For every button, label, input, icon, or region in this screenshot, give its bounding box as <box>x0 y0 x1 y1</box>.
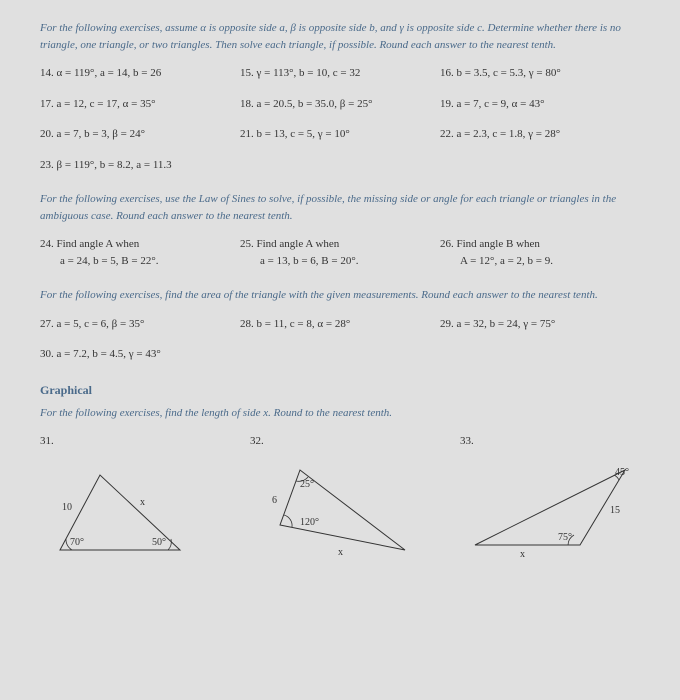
label-bottom-side: x <box>520 549 525 560</box>
exercise-num: 24. <box>40 238 54 250</box>
exercise-text: b = 3.5, c = 5.3, γ = 80° <box>457 67 561 79</box>
exercise-text: α = 119°, a = 14, b = 26 <box>57 67 162 79</box>
exercise-item: 23. β = 119°, b = 8.2, a = 11.3 <box>40 157 640 174</box>
exercise-row: 23. β = 119°, b = 8.2, a = 11.3 <box>40 157 640 174</box>
exercise-text: a = 2.3, c = 1.8, γ = 28° <box>457 128 561 140</box>
exercise-text: b = 13, c = 5, γ = 10° <box>257 128 350 140</box>
exercise-num: 25. <box>240 238 254 250</box>
exercise-text: a = 7.2, b = 4.5, γ = 43° <box>57 348 161 360</box>
exercise-item: 19. a = 7, c = 9, α = 43° <box>440 96 640 113</box>
find-item: 25. Find angle A when a = 13, b = 6, B =… <box>240 236 440 269</box>
exercise-text: a = 12, c = 17, α = 35° <box>57 98 156 110</box>
exercise-row: 14. α = 119°, a = 14, b = 26 15. γ = 113… <box>40 65 640 82</box>
exercise-row: 20. a = 7, b = 3, β = 24° 21. b = 13, c … <box>40 126 640 143</box>
label-right-side: 15 <box>610 505 620 516</box>
exercise-item: 27. a = 5, c = 6, β = 35° <box>40 316 240 333</box>
exercise-text: a = 7, b = 3, β = 24° <box>57 128 146 140</box>
exercise-item: 14. α = 119°, a = 14, b = 26 <box>40 65 240 82</box>
section3-instruction: For the following exercises, find the ar… <box>40 287 640 304</box>
find-row: 24. Find angle A when a = 24, b = 5, B =… <box>40 236 640 269</box>
graphical-instruction: For the following exercises, find the le… <box>40 405 640 422</box>
exercise-num: 29. <box>440 318 454 330</box>
find-sub: A = 12°, a = 2, b = 9. <box>440 253 640 270</box>
exercise-text: β = 119°, b = 8.2, a = 11.3 <box>57 159 172 171</box>
label-left-angle: 70° <box>70 537 84 548</box>
exercise-item: 15. γ = 113°, b = 10, c = 32 <box>240 65 440 82</box>
exercise-num: 26. <box>440 238 454 250</box>
exercise-num: 23. <box>40 159 54 171</box>
exercise-num: 15. <box>240 67 254 79</box>
section1-instruction: For the following exercises, assume α is… <box>40 20 640 53</box>
exercise-num: 16. <box>440 67 454 79</box>
exercise-num: 20. <box>40 128 54 140</box>
graph-num: 32. <box>250 433 430 450</box>
exercise-item: 22. a = 2.3, c = 1.8, γ = 28° <box>440 126 640 143</box>
exercise-text: a = 7, c = 9, α = 43° <box>457 98 545 110</box>
exercise-num: 27. <box>40 318 54 330</box>
exercise-row: 17. a = 12, c = 17, α = 35° 18. a = 20.5… <box>40 96 640 113</box>
exercise-item: 30. a = 7.2, b = 4.5, γ = 43° <box>40 346 640 363</box>
label-left-side: 10 <box>62 502 72 513</box>
exercise-item: 21. b = 13, c = 5, γ = 10° <box>240 126 440 143</box>
exercise-item: 29. a = 32, b = 24, γ = 75° <box>440 316 640 333</box>
triangle-33-svg: 45° 15 75° x <box>460 455 640 565</box>
exercise-num: 30. <box>40 348 54 360</box>
exercise-item: 17. a = 12, c = 17, α = 35° <box>40 96 240 113</box>
exercise-text: b = 11, c = 8, α = 28° <box>257 318 351 330</box>
exercise-num: 14. <box>40 67 54 79</box>
triangle-32-svg: 25° 6 120° x <box>250 455 430 565</box>
find-sub: a = 13, b = 6, B = 20°. <box>240 253 440 270</box>
find-title: Find angle B when <box>457 238 540 250</box>
exercise-num: 17. <box>40 98 54 110</box>
find-item: 24. Find angle A when a = 24, b = 5, B =… <box>40 236 240 269</box>
graph-num: 31. <box>40 433 220 450</box>
graph-item-32: 32. 25° 6 120° x <box>250 433 430 565</box>
exercise-num: 28. <box>240 318 254 330</box>
section2-instruction: For the following exercises, use the Law… <box>40 191 640 224</box>
label-right-angle: 50° <box>152 537 166 548</box>
exercise-num: 22. <box>440 128 454 140</box>
exercise-num: 21. <box>240 128 254 140</box>
exercise-item: 16. b = 3.5, c = 5.3, γ = 80° <box>440 65 640 82</box>
exercise-text: γ = 113°, b = 10, c = 32 <box>257 67 361 79</box>
exercise-item: 18. a = 20.5, b = 35.0, β = 25° <box>240 96 440 113</box>
graph-num: 33. <box>460 433 640 450</box>
graph-item-33: 33. 45° 15 75° x <box>460 433 640 565</box>
label-left-side: 6 <box>272 495 277 506</box>
label-bottom-side: x <box>338 547 343 558</box>
label-right-angle: 45° <box>615 467 629 478</box>
graph-item-31: 31. 10 x 70° 50° <box>40 433 220 565</box>
triangle-31-svg: 10 x 70° 50° <box>40 455 200 565</box>
graphical-heading: Graphical <box>40 381 640 399</box>
find-sub: a = 24, b = 5, B = 22°. <box>40 253 240 270</box>
exercise-num: 19. <box>440 98 454 110</box>
exercise-text: a = 32, b = 24, γ = 75° <box>457 318 556 330</box>
exercise-row: 30. a = 7.2, b = 4.5, γ = 43° <box>40 346 640 363</box>
exercise-row: 27. a = 5, c = 6, β = 35° 28. b = 11, c … <box>40 316 640 333</box>
find-item: 26. Find angle B when A = 12°, a = 2, b … <box>440 236 640 269</box>
find-title: Find angle A when <box>257 238 340 250</box>
find-title: Find angle A when <box>57 238 140 250</box>
label-left-angle: 75° <box>558 532 572 543</box>
exercise-text: a = 20.5, b = 35.0, β = 25° <box>257 98 373 110</box>
label-mid-angle: 120° <box>300 517 319 528</box>
graphical-row: 31. 10 x 70° 50° 32. 25° 6 120° x 33. 45… <box>40 433 640 565</box>
exercise-item: 28. b = 11, c = 8, α = 28° <box>240 316 440 333</box>
exercise-item: 20. a = 7, b = 3, β = 24° <box>40 126 240 143</box>
exercise-text: a = 5, c = 6, β = 35° <box>57 318 145 330</box>
exercise-num: 18. <box>240 98 254 110</box>
label-top-side: x <box>140 497 145 508</box>
